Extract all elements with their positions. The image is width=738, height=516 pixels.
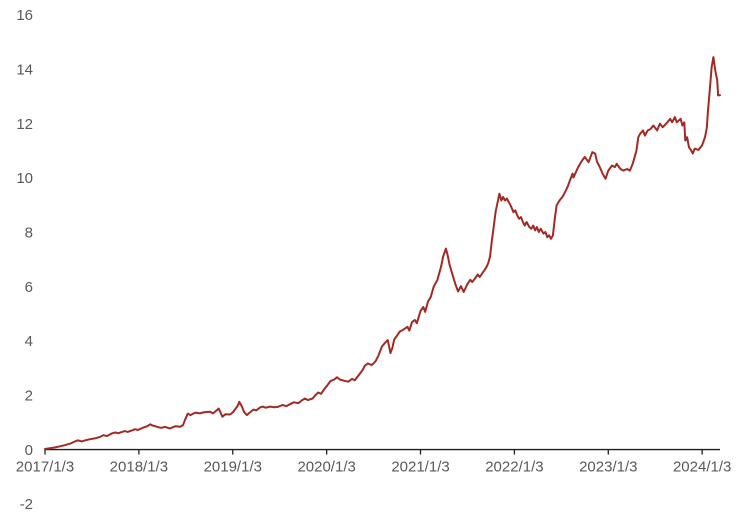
x-axis-tick-label: 2018/1/3 bbox=[110, 459, 168, 476]
y-axis-tick-label: 4 bbox=[25, 333, 33, 350]
y-axis-tick-label: 6 bbox=[25, 279, 33, 296]
x-axis-tick-label: 2019/1/3 bbox=[204, 459, 262, 476]
y-axis-tick-label: 2 bbox=[25, 387, 33, 404]
data-series-group bbox=[44, 56, 721, 450]
y-axis-tick-label: 12 bbox=[16, 116, 33, 133]
y-axis-tick-label: 10 bbox=[16, 170, 33, 187]
y-axis-tick-label: 8 bbox=[25, 224, 33, 241]
y-axis-tick-label: 14 bbox=[16, 62, 33, 79]
y-axis-tick-label: 16 bbox=[16, 7, 33, 24]
x-axis-tick-label: 2017/1/3 bbox=[16, 459, 74, 476]
cumulative-value-line bbox=[44, 56, 721, 450]
x-axis-labels: 2017/1/3 2018/1/3 2019/1/3 2020/1/3 2021/1/3… bbox=[16, 459, 732, 476]
x-axis-tick-label: 2024/1/3 bbox=[673, 459, 731, 476]
y-axis-labels: 16 14 12 10 8 6 4 2 0 -2 bbox=[16, 7, 33, 513]
x-axis-tick-label: 2020/1/3 bbox=[297, 459, 355, 476]
y-axis-tick-label: -2 bbox=[20, 496, 33, 513]
x-axis bbox=[44, 448, 720, 455]
x-axis-tick-label: 2021/1/3 bbox=[391, 459, 449, 476]
x-axis-tick-label: 2023/1/3 bbox=[579, 459, 637, 476]
y-axis-tick-label: 0 bbox=[25, 442, 33, 459]
x-axis-tick-label: 2022/1/3 bbox=[485, 459, 543, 476]
